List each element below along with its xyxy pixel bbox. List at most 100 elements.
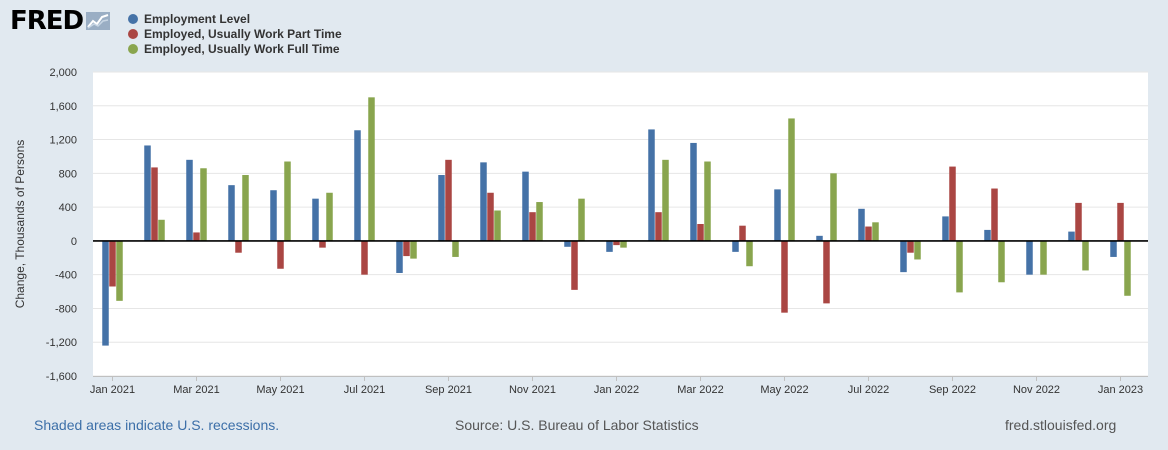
- bar-employment-level: [690, 142, 697, 241]
- bar-employment-level: [984, 229, 991, 241]
- bar-part-time: [109, 240, 116, 287]
- bar-full-time: [620, 240, 627, 248]
- bar-full-time: [1082, 240, 1089, 271]
- bar-part-time: [739, 225, 746, 241]
- x-tick-label: Jul 2022: [848, 384, 890, 396]
- bar-employment-level: [144, 145, 151, 241]
- x-tick-label: May 2021: [256, 384, 304, 396]
- bar-part-time: [781, 240, 788, 313]
- bar-part-time: [949, 166, 956, 241]
- bar-full-time: [578, 198, 585, 241]
- bar-employment-level: [942, 216, 949, 241]
- y-tick-label: 400: [59, 202, 77, 214]
- y-tick-label: -400: [55, 270, 77, 282]
- y-tick-label: -1,200: [46, 337, 77, 349]
- bar-part-time: [1075, 202, 1082, 241]
- bar-full-time: [116, 240, 123, 301]
- bar-full-time: [956, 240, 963, 293]
- y-tick-label: -1,600: [46, 371, 77, 383]
- fred-url[interactable]: fred.stlouisfed.org: [1005, 417, 1117, 433]
- bar-full-time: [494, 210, 501, 241]
- bar-part-time: [319, 240, 326, 248]
- bar-full-time: [746, 240, 753, 267]
- bar-part-time: [571, 240, 578, 290]
- legend-item-employment-level[interactable]: Employment Level: [128, 11, 342, 26]
- legend-marker-part-time: [128, 28, 138, 39]
- legend-marker-employment-level: [128, 13, 138, 24]
- recession-note-link[interactable]: Shaded areas indicate U.S. recessions.: [34, 417, 280, 433]
- bar-employment-level: [816, 235, 823, 241]
- bar-part-time: [823, 240, 830, 304]
- bar-full-time: [1040, 240, 1047, 275]
- bar-part-time: [277, 240, 284, 269]
- bar-part-time: [697, 224, 704, 241]
- bar-full-time: [662, 159, 669, 241]
- bar-employment-level: [480, 162, 487, 241]
- bar-employment-level: [606, 240, 613, 252]
- bar-part-time: [865, 226, 872, 241]
- bar-part-time: [907, 240, 914, 253]
- bar-part-time: [403, 240, 410, 257]
- x-tick-label: Nov 2021: [509, 384, 556, 396]
- source-note: Source: U.S. Bureau of Labor Statistics: [455, 417, 699, 433]
- bar-full-time: [788, 118, 795, 241]
- bar-full-time: [452, 240, 459, 257]
- bar-full-time: [368, 97, 375, 241]
- bar-employment-level: [354, 130, 361, 241]
- plot-area: [93, 72, 1148, 376]
- y-tick-label: -800: [55, 303, 77, 315]
- legend-item-full-time[interactable]: Employed, Usually Work Full Time: [128, 41, 342, 56]
- bar-full-time: [536, 202, 543, 241]
- bar-employment-level: [522, 171, 529, 241]
- bar-full-time: [410, 240, 417, 259]
- bar-part-time: [1117, 202, 1124, 241]
- bar-part-time: [991, 188, 998, 241]
- bar-full-time: [830, 173, 837, 241]
- chart-trend-icon: [86, 12, 111, 30]
- legend-label-part-time: Employed, Usually Work Part Time: [144, 26, 342, 41]
- y-tick-label: 2,000: [49, 67, 77, 79]
- y-tick-label: 1,200: [49, 135, 77, 147]
- y-tick-label: 1,600: [49, 101, 77, 113]
- bar-chart: -1,600 -1,200 -800 -400 0 400 800 1,200 1,600 2,0…: [13, 67, 1148, 396]
- fred-logo[interactable]: FRED: [10, 6, 111, 36]
- bar-employment-level: [396, 240, 403, 273]
- bar-employment-level: [1110, 240, 1117, 257]
- y-tick-label: 800: [59, 168, 77, 180]
- bar-employment-level: [1026, 240, 1033, 275]
- bar-full-time: [284, 161, 291, 241]
- bar-employment-level: [564, 240, 571, 247]
- bar-full-time: [158, 219, 165, 241]
- bar-full-time: [1124, 240, 1131, 296]
- bar-employment-level: [186, 159, 193, 241]
- bar-employment-level: [438, 175, 445, 241]
- bar-full-time: [704, 161, 711, 241]
- x-tick-label: Jan 2023: [1098, 384, 1143, 396]
- x-tick-label: Mar 2021: [173, 384, 219, 396]
- legend-label-full-time: Employed, Usually Work Full Time: [144, 41, 340, 56]
- bar-full-time: [200, 168, 207, 241]
- bar-employment-level: [102, 240, 109, 346]
- fred-logo-text: FRED: [10, 6, 84, 36]
- bar-employment-level: [900, 240, 907, 273]
- bar-employment-level: [774, 189, 781, 241]
- bar-employment-level: [858, 208, 865, 241]
- bar-full-time: [326, 192, 333, 241]
- chart-legend: Employment Level Employed, Usually Work …: [128, 11, 342, 56]
- x-tick-label: Sep 2022: [929, 384, 976, 396]
- x-tick-label: Jan 2021: [90, 384, 135, 396]
- y-axis-title: Change, Thousands of Persons: [13, 140, 27, 309]
- legend-item-part-time[interactable]: Employed, Usually Work Part Time: [128, 26, 342, 41]
- x-tick-label: May 2022: [760, 384, 808, 396]
- bar-part-time: [487, 192, 494, 241]
- bar-part-time: [151, 167, 158, 241]
- x-tick-label: Jan 2022: [594, 384, 639, 396]
- bar-full-time: [998, 240, 1005, 283]
- bar-part-time: [235, 240, 242, 253]
- y-tick-label: 0: [71, 236, 77, 248]
- bar-employment-level: [312, 198, 319, 241]
- bar-employment-level: [1068, 231, 1075, 241]
- x-tick-label: Mar 2022: [677, 384, 723, 396]
- bar-employment-level: [648, 129, 655, 241]
- bar-part-time: [529, 212, 536, 241]
